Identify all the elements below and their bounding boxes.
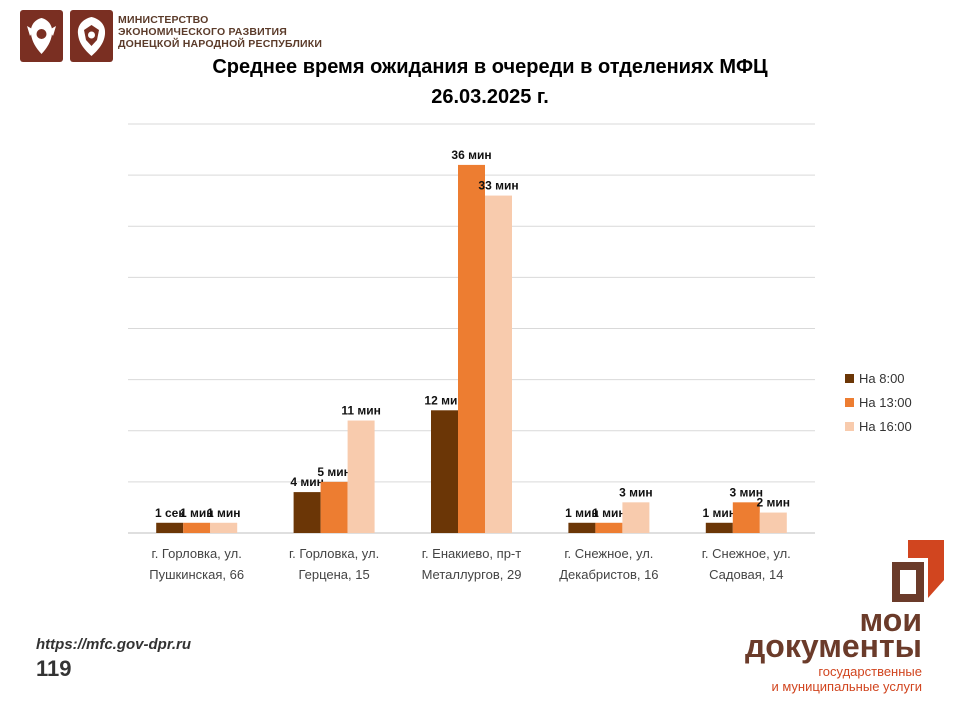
chart-legend: На 8:00 На 13:00 На 16:00 — [845, 366, 912, 438]
ministry-name: МИНИСТЕРСТВО ЭКОНОМИЧЕСКОГО РАЗВИТИЯ ДОН… — [118, 14, 378, 50]
moi-dokumenty-logo-icon — [892, 540, 944, 602]
data-label: 33 мин — [478, 179, 518, 193]
ministry-line-1: МИНИСТЕРСТВО — [118, 14, 209, 26]
data-label: 1 мин — [207, 506, 241, 520]
data-label: 4 мин — [290, 475, 324, 489]
bar — [458, 164, 485, 533]
brand-tagline-1: государственные — [818, 664, 922, 679]
data-label: 1 мин — [592, 506, 626, 520]
data-label: 12 мин — [424, 393, 464, 407]
bar — [759, 512, 787, 533]
category-label: Металлургов, 29 — [422, 567, 522, 582]
republic-emblem-icon — [70, 10, 113, 62]
legend-label: На 8:00 — [859, 370, 905, 386]
data-label: 11 мин — [341, 404, 381, 418]
website-link[interactable]: https://mfc.gov-dpr.ru — [36, 636, 191, 653]
phone-number: 119 — [36, 656, 72, 681]
bar — [705, 522, 733, 533]
category-label: г. Снежное, ул. — [702, 546, 791, 561]
legend-label: На 13:00 — [859, 394, 912, 410]
category-label: Пушкинская, 66 — [149, 567, 244, 582]
data-label: 3 мин — [730, 485, 764, 499]
brand-name-line-1: мои — [859, 602, 922, 638]
data-label: 36 мин — [451, 148, 491, 162]
category-label: г. Енакиево, пр-т — [422, 546, 521, 561]
category-label: г. Горловка, ул. — [289, 546, 379, 561]
ministry-line-3: ДОНЕЦКОЙ НАРОДНОЙ РЕСПУБЛИКИ — [118, 38, 323, 50]
data-label: 1 мин — [703, 506, 737, 520]
legend-swatch — [845, 397, 854, 407]
bar — [320, 481, 348, 533]
legend-swatch — [845, 373, 854, 383]
category-label: Герцена, 15 — [298, 567, 369, 582]
legend-label: На 16:00 — [859, 418, 912, 434]
bar — [485, 195, 512, 533]
bar — [183, 522, 211, 533]
ministry-line-2: ЭКОНОМИЧЕСКОГО РАЗВИТИЯ — [118, 26, 288, 38]
bar — [595, 522, 623, 533]
data-label: 1 сек — [155, 506, 185, 520]
legend-item-800: На 8:00 — [845, 366, 912, 390]
bar — [293, 492, 321, 533]
data-label: 1 мин — [180, 506, 214, 520]
data-label: 5 мин — [317, 465, 351, 479]
legend-item-1600: На 16:00 — [845, 414, 912, 438]
legend-swatch — [845, 421, 854, 431]
bar — [347, 420, 375, 533]
brand-name-line-2: документы — [744, 628, 922, 664]
data-label: 1 мин — [565, 506, 599, 520]
category-label: г. Горловка, ул. — [152, 546, 242, 561]
category-label: Декабристов, 16 — [559, 567, 658, 582]
chart-title: Среднее время ожидания в очереди в отдел… — [212, 56, 768, 78]
bar — [210, 522, 238, 533]
bar — [431, 410, 458, 533]
category-label: г. Снежное, ул. — [564, 546, 653, 561]
bar — [732, 502, 760, 533]
brand-tagline-2: и муниципальные услуги — [771, 679, 922, 694]
bar — [568, 522, 596, 533]
legend-item-1300: На 13:00 — [845, 390, 912, 414]
coat-of-arms-icon — [20, 10, 63, 62]
data-label: 3 мин — [619, 485, 653, 499]
bar — [622, 502, 650, 533]
bar — [156, 522, 184, 533]
chart-subtitle: 26.03.2025 г. — [431, 86, 549, 108]
category-label: Садовая, 14 — [709, 567, 783, 582]
data-label: 2 мин — [757, 496, 791, 510]
